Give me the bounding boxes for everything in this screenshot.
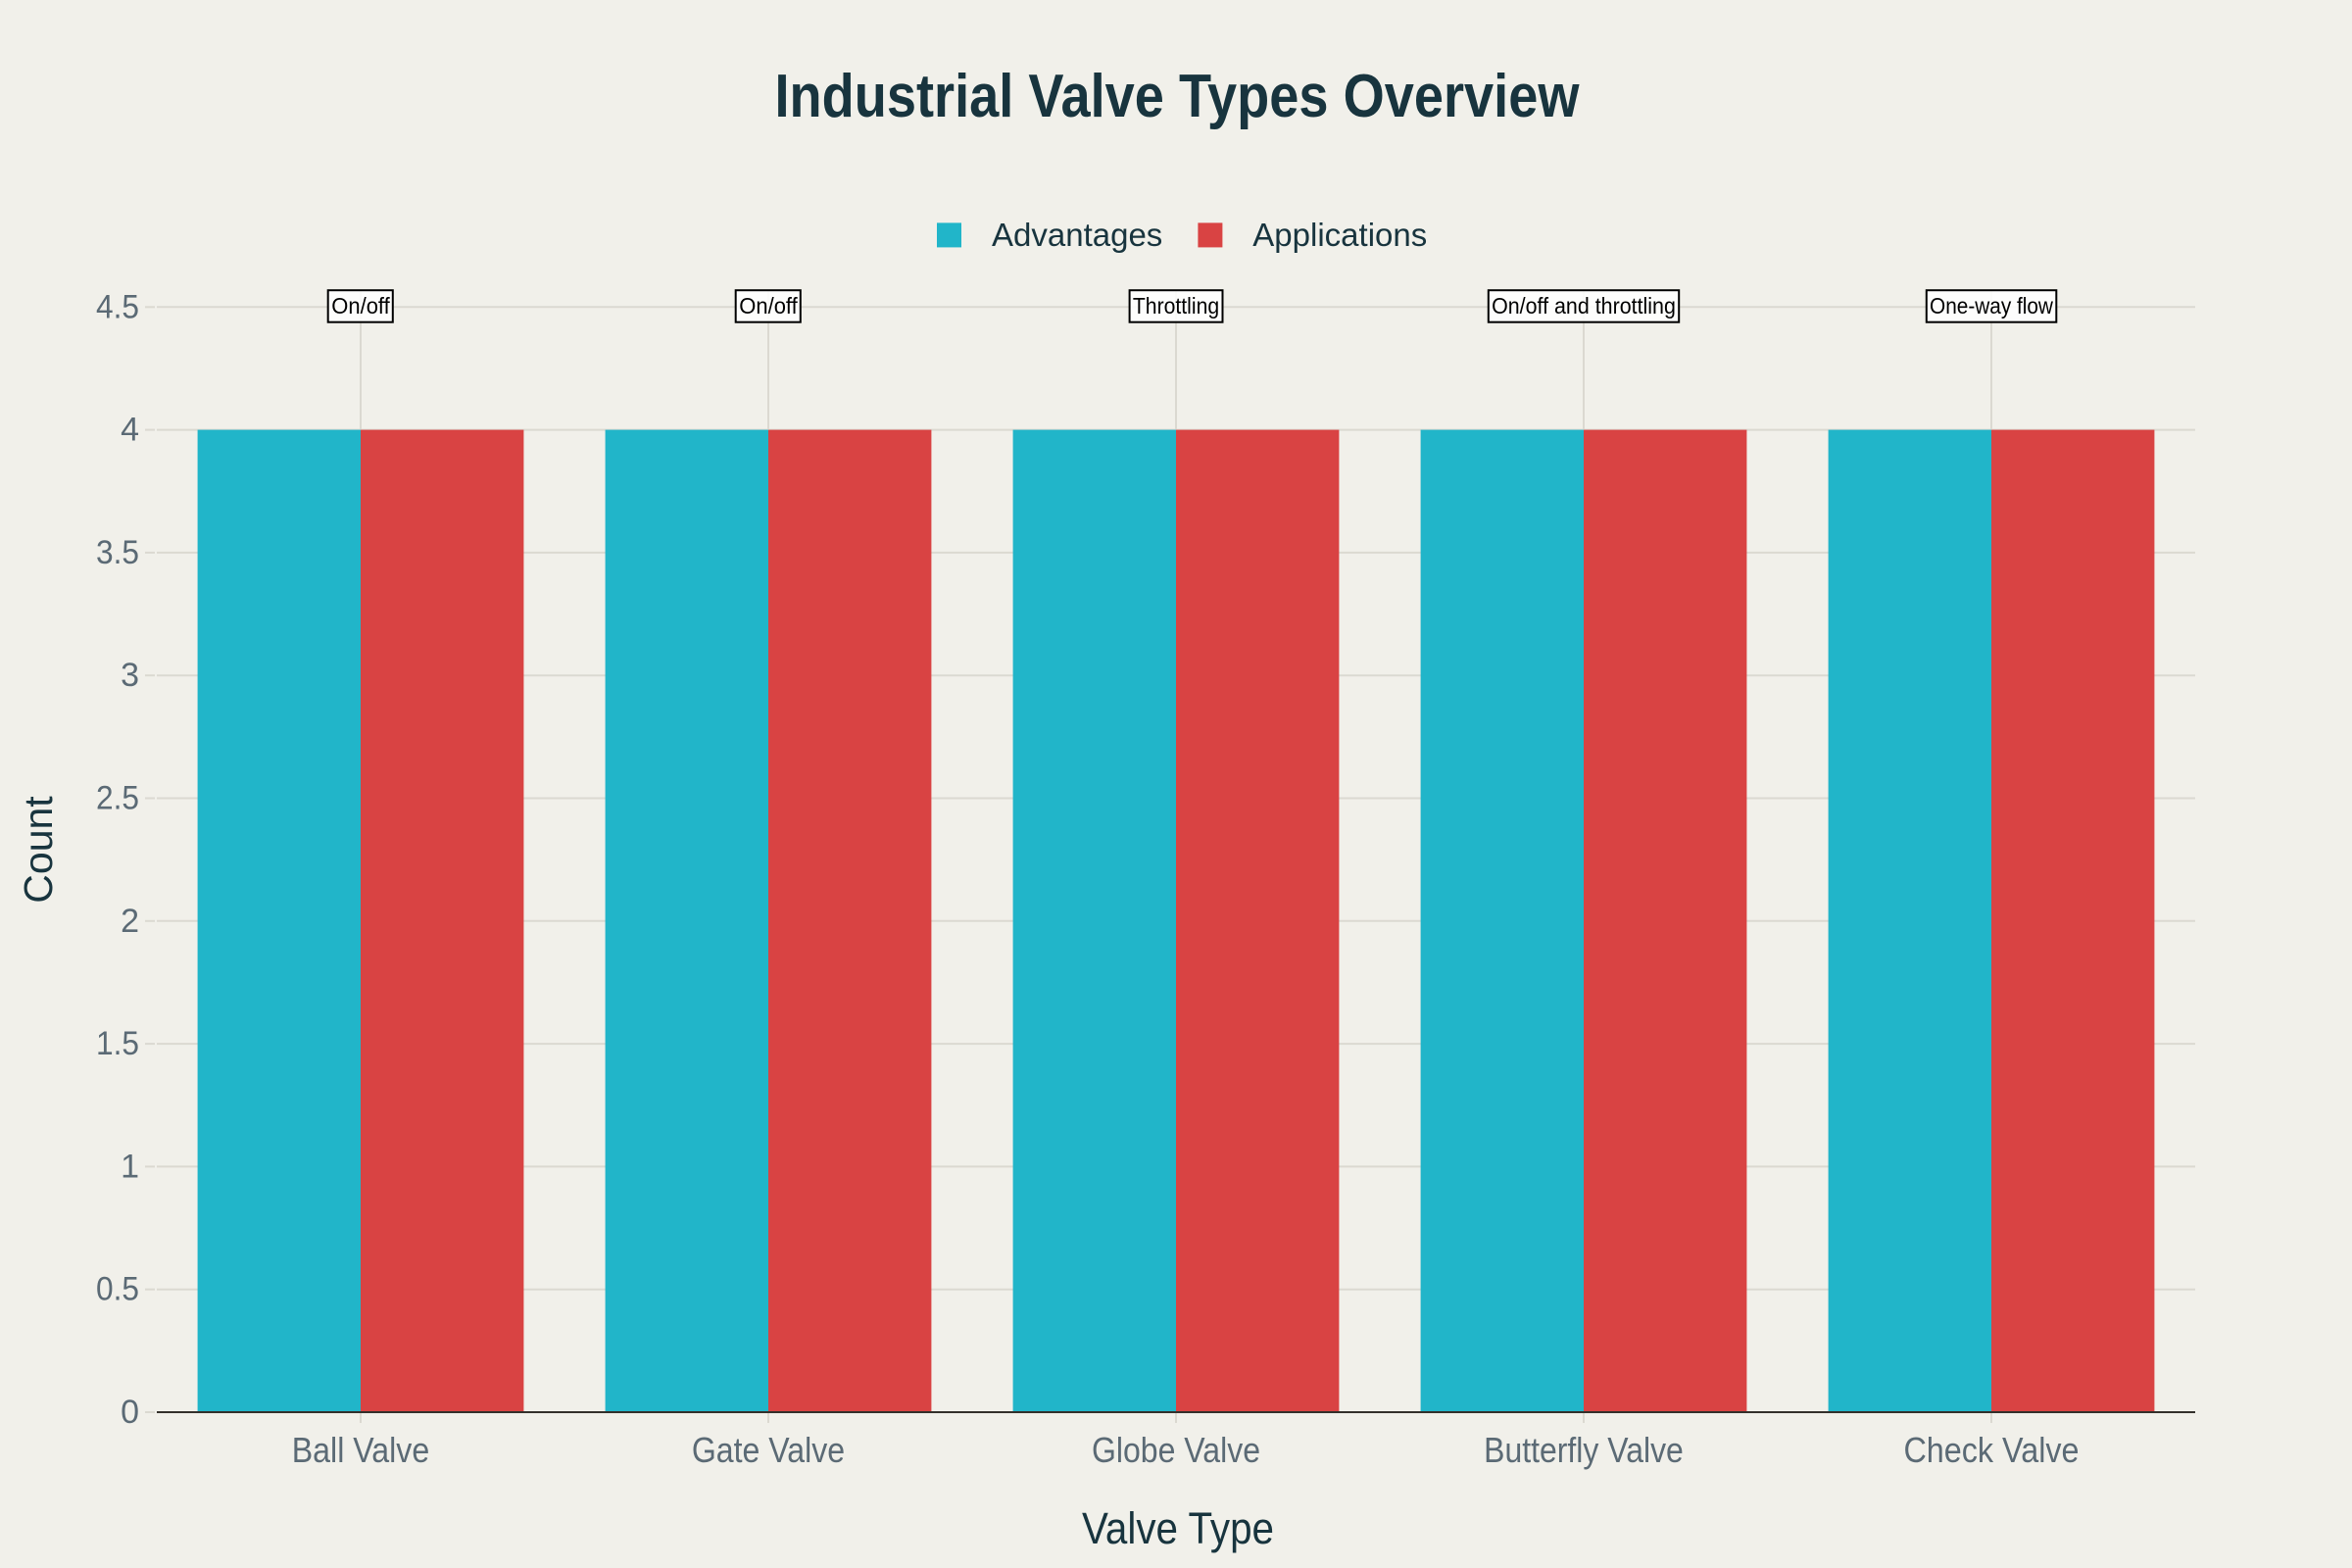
svg-text:3.5: 3.5 [96,534,139,571]
svg-text:On/off and throttling: On/off and throttling [1492,293,1676,318]
svg-text:One-way flow: One-way flow [1930,293,2053,318]
svg-text:2.5: 2.5 [96,780,139,817]
svg-text:3: 3 [121,657,139,694]
svg-text:Globe Valve: Globe Valve [1092,1430,1260,1470]
svg-text:1: 1 [121,1148,139,1185]
svg-text:On/off: On/off [739,293,798,318]
svg-text:2: 2 [121,903,139,940]
svg-text:Butterfly Valve: Butterfly Valve [1484,1430,1684,1470]
svg-text:0: 0 [121,1394,139,1431]
svg-text:0.5: 0.5 [96,1271,139,1308]
svg-text:Ball Valve: Ball Valve [292,1430,430,1470]
svg-text:4.5: 4.5 [96,288,139,325]
svg-text:On/off: On/off [331,293,390,318]
svg-text:Advantages: Advantages [992,217,1162,253]
svg-text:4: 4 [121,412,139,449]
svg-text:Throttling: Throttling [1133,293,1219,318]
svg-text:Applications: Applications [1252,217,1427,253]
svg-text:Count: Count [16,796,61,904]
svg-text:Valve Type: Valve Type [1082,1503,1274,1553]
svg-text:1.5: 1.5 [96,1025,139,1062]
svg-text:Check Valve: Check Valve [1903,1430,2079,1470]
svg-text:Industrial Valve Types Overvie: Industrial Valve Types Overview [775,63,1581,130]
svg-text:Gate Valve: Gate Valve [692,1430,845,1470]
